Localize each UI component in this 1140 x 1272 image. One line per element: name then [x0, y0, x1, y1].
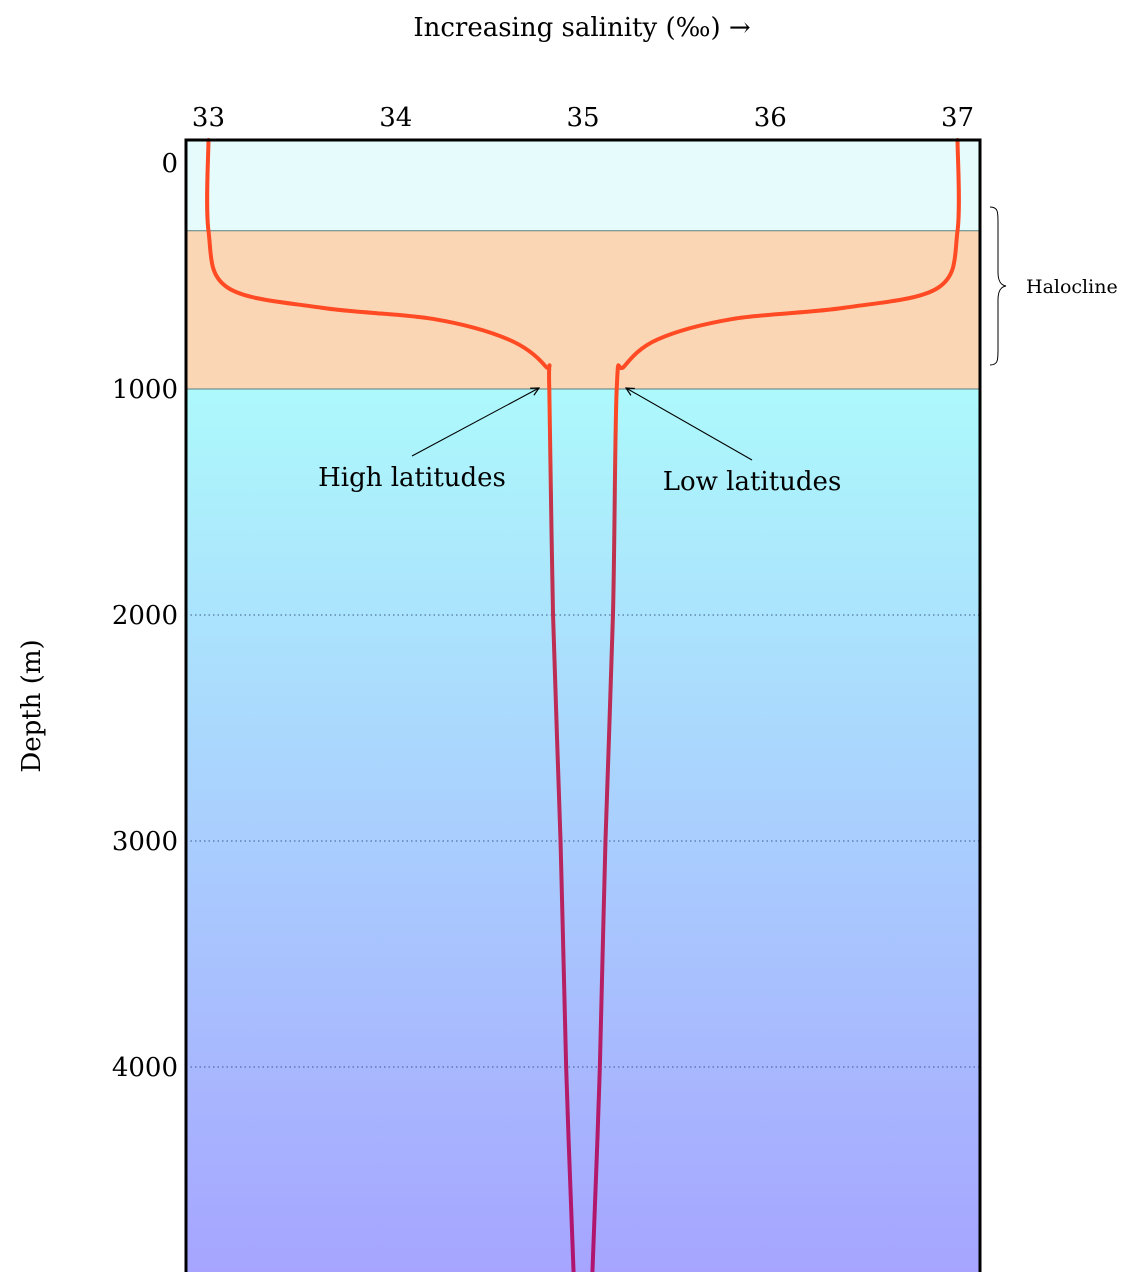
low-latitudes-profile — [590, 138, 961, 1272]
x-axis-title: Increasing salinity (‰) → — [413, 13, 750, 43]
y-tick-label: 2000 — [112, 601, 178, 631]
y-tick-label: 0 — [161, 149, 178, 179]
salinity-profiles — [205, 138, 961, 1272]
y-tick-label: 1000 — [112, 375, 178, 405]
x-tick-label: 35 — [566, 103, 599, 133]
halocline-brace — [989, 206, 1007, 366]
x-tick-label: 33 — [192, 103, 225, 133]
low-latitudes-label: Low latitudes — [663, 467, 842, 497]
high-latitudes-arrow — [411, 388, 539, 457]
high-latitudes-label: High latitudes — [318, 463, 506, 493]
y-tick-labels: 0 1000 2000 3000 4000 — [112, 149, 178, 1083]
plot-frame — [184, 138, 982, 1272]
x-tick-label: 37 — [941, 103, 974, 133]
y-tick-label: 3000 — [112, 827, 178, 857]
annotations: High latitudes Low latitudes Halocline — [318, 206, 1118, 497]
high-latitudes-profile — [205, 138, 576, 1272]
x-tick-label: 34 — [379, 103, 412, 133]
y-axis-title: Depth (m) — [17, 639, 47, 772]
x-tick-label: 36 — [754, 103, 787, 133]
layer-halocline — [186, 230, 980, 389]
grid-lines — [186, 614, 980, 1068]
layer-deep — [186, 389, 980, 1272]
layer-surface — [186, 140, 980, 231]
y-tick-label: 4000 — [112, 1053, 178, 1083]
halocline-label: Halocline — [1026, 276, 1118, 298]
x-tick-labels: 33 34 35 36 37 — [192, 103, 974, 133]
low-latitudes-arrow — [626, 388, 753, 461]
depth-layers — [186, 140, 980, 1272]
